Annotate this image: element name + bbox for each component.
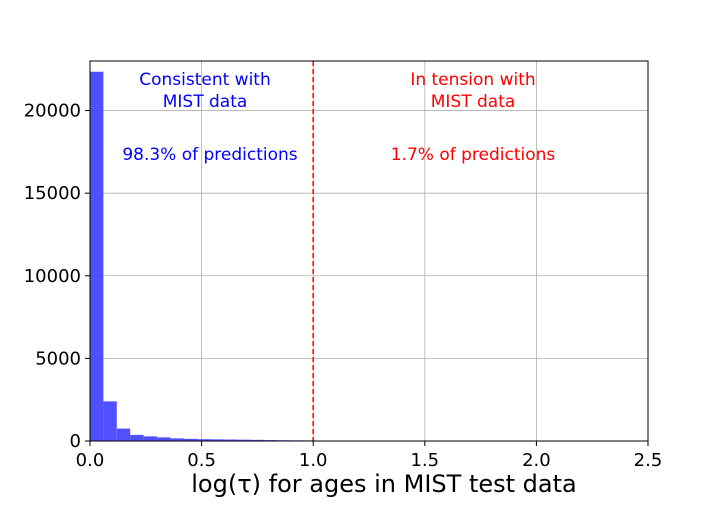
x-tick-label: 0.5 — [187, 450, 216, 471]
y-tick-label: 15000 — [24, 183, 81, 204]
y-tick-label: 5000 — [35, 348, 81, 369]
annotation-text: 98.3% of predictions — [122, 145, 297, 165]
x-tick-label: 2.5 — [634, 450, 663, 471]
annotation-line: In tension with — [410, 70, 535, 90]
histogram-bar — [130, 435, 143, 441]
histogram-bar — [90, 72, 103, 441]
x-tick-label: 2.0 — [522, 450, 551, 471]
x-tick-label: 1.5 — [410, 450, 439, 471]
y-tick-label: 10000 — [24, 266, 81, 287]
annotation-line: MIST data — [431, 92, 516, 112]
annotation-text: 1.7% of predictions — [391, 145, 556, 165]
annotation-line: 98.3% of predictions — [122, 145, 297, 165]
annotation-line: 1.7% of predictions — [391, 145, 556, 165]
annotation-line: Consistent with — [139, 70, 271, 90]
histogram-bar — [103, 401, 116, 441]
y-tick-label: 0 — [70, 431, 81, 452]
histogram-bar — [144, 436, 157, 441]
y-tick-label: 20000 — [24, 101, 81, 122]
histogram-bar — [157, 437, 170, 441]
annotation-line: MIST data — [163, 92, 248, 112]
x-tick-label: 1.0 — [299, 450, 328, 471]
x-axis-label: log(τ) for ages in MIST test data — [191, 470, 576, 498]
x-tick-label: 0.0 — [76, 450, 105, 471]
histogram-bar — [117, 429, 130, 441]
